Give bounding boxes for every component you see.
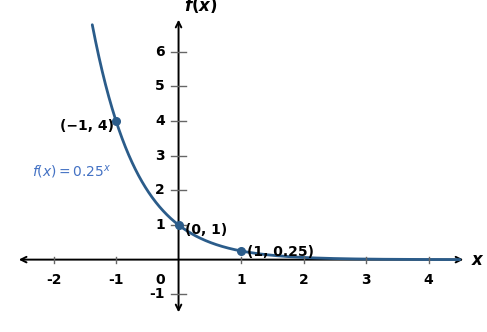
Text: -2: -2 (46, 273, 61, 287)
Text: -1: -1 (108, 273, 124, 287)
Text: 6: 6 (155, 44, 165, 58)
Text: 1: 1 (155, 218, 165, 232)
Text: $\boldsymbol{f(x)}$: $\boldsymbol{f(x)}$ (184, 0, 217, 15)
Text: $\boldsymbol{x}$: $\boldsymbol{x}$ (471, 251, 485, 269)
Text: 3: 3 (155, 149, 165, 163)
Text: $f(x) = 0.25^x$: $f(x) = 0.25^x$ (32, 163, 111, 180)
Text: 4: 4 (424, 273, 433, 287)
Text: -1: -1 (150, 287, 165, 301)
Text: (0, 1): (0, 1) (185, 223, 227, 237)
Text: 1: 1 (236, 273, 246, 287)
Text: 2: 2 (299, 273, 308, 287)
Text: 3: 3 (361, 273, 371, 287)
Text: 0: 0 (155, 273, 165, 287)
Text: 2: 2 (155, 183, 165, 197)
Text: 4: 4 (155, 114, 165, 128)
Text: 5: 5 (155, 79, 165, 93)
Text: (−1, 4): (−1, 4) (60, 119, 114, 132)
Text: (1, 0.25): (1, 0.25) (247, 245, 314, 259)
